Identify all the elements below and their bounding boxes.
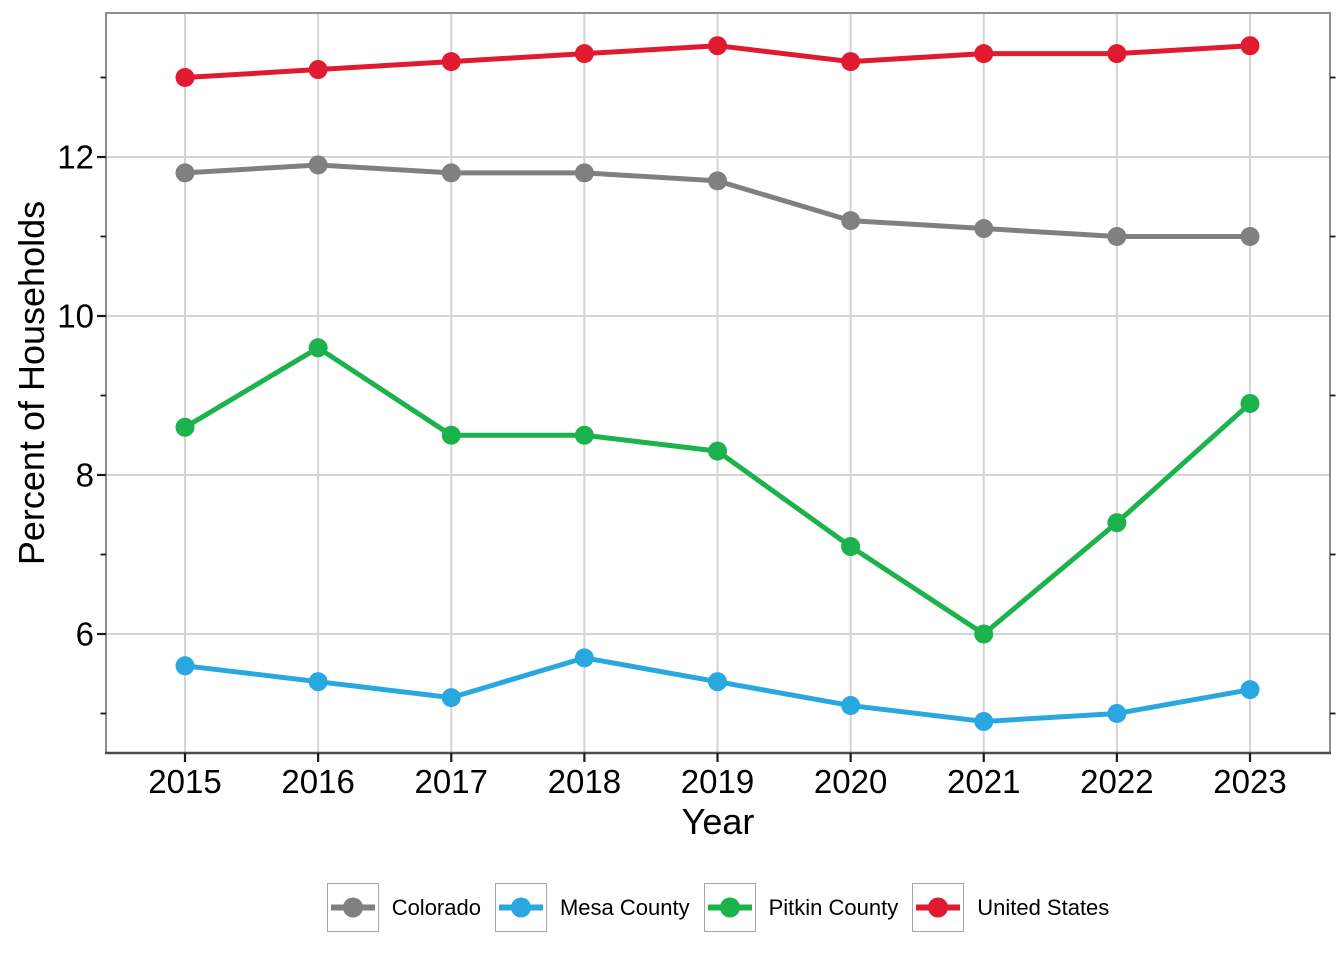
data-point [175,163,195,183]
data-point [308,155,328,175]
x-tick-label: 2019 [681,763,754,800]
legend-entry-mesa-county: Mesa County [494,883,690,932]
data-point [1240,36,1260,56]
data-point [175,68,195,87]
axis-ticks [97,76,1336,762]
legend-key-united-states-icon [912,883,965,932]
legend-key-colorado-icon [326,883,379,932]
data-point [1107,704,1127,723]
x-tick-label: 2023 [1213,763,1286,800]
data-point [308,60,328,80]
legend-label-pitkin-county: Pitkin County [768,894,899,920]
data-series [175,36,1260,731]
data-point [708,672,727,692]
data-point [441,163,461,183]
series-colorado [175,155,1260,246]
series-united-states [175,36,1260,87]
x-tick-label: 2021 [947,763,1020,800]
data-point [974,44,994,64]
legend-point [342,897,363,918]
legend-entry-colorado: Colorado [326,883,481,932]
legend-entry-united-states: United States [912,883,1109,932]
legend-key-mesa-county-icon [494,883,547,932]
data-point [441,425,461,445]
data-point [1107,227,1127,246]
x-tick-label: 2022 [1080,763,1153,800]
data-point [708,171,727,191]
data-point [441,52,461,72]
series-mesa-county [175,648,1260,731]
data-point [574,44,594,64]
x-tick-label: 2017 [415,763,488,800]
gridlines [106,13,1330,753]
series-pitkin-county [175,338,1260,644]
y-tick-label: 8 [76,457,94,494]
legend-point [719,897,740,918]
data-point [974,711,994,731]
data-point [175,417,195,437]
data-point [974,219,994,239]
data-point [1107,513,1127,533]
legend-point [928,897,949,918]
data-point [574,163,594,183]
data-point [308,672,328,692]
tick-labels: 6 8 10 12 2015 2016 2017 2018 2019 2020 2021 2022 20… [57,139,1286,801]
legend: Colorado Mesa County Pitkin County Unite… [106,883,1330,932]
data-point [308,338,328,358]
x-tick-label: 2016 [281,763,354,800]
data-point [841,52,861,72]
y-tick-label: 6 [76,616,94,653]
data-point [841,211,861,231]
data-point [1107,44,1127,64]
legend-point [510,897,531,918]
data-point [441,688,461,708]
data-point [1240,393,1260,413]
x-axis-title: Year [682,801,755,842]
data-point [974,624,994,644]
legend-label-united-states: United States [977,894,1110,920]
data-point [574,648,594,668]
y-axis-title: Percent of Households [11,201,52,565]
data-point [1240,227,1260,246]
data-point [574,425,594,445]
data-point [175,656,195,676]
x-tick-label: 2018 [548,763,621,800]
legend-label-colorado: Colorado [391,894,481,920]
data-point [841,537,861,557]
legend-key-pitkin-county-icon [703,883,756,932]
data-point [1240,680,1260,700]
legend-entry-pitkin-county: Pitkin County [703,883,899,932]
data-point [841,696,861,716]
x-tick-label: 2020 [814,763,887,800]
data-point [708,36,727,56]
data-point [708,441,727,461]
y-tick-label: 12 [57,139,94,176]
x-tick-label: 2015 [148,763,221,800]
y-tick-label: 10 [57,298,94,335]
legend-label-mesa-county: Mesa County [559,894,690,920]
